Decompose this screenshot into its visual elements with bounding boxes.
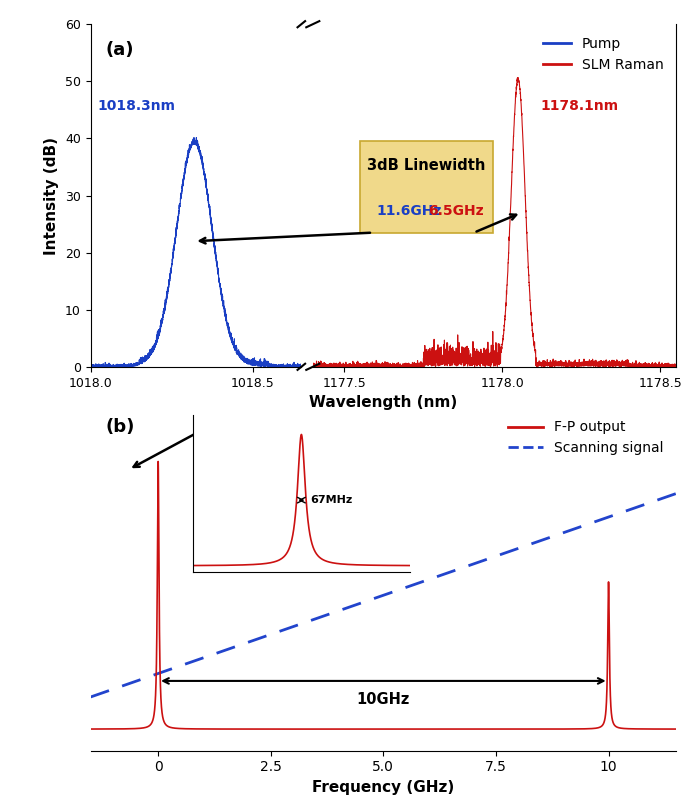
Text: 1178.1nm: 1178.1nm <box>540 99 618 113</box>
Text: 11.6GHz: 11.6GHz <box>376 204 441 219</box>
Text: Wavelength (nm): Wavelength (nm) <box>309 395 457 410</box>
Text: 3dB Linewidth: 3dB Linewidth <box>367 158 486 174</box>
X-axis label: Frequency (GHz): Frequency (GHz) <box>312 780 454 795</box>
Text: 6.5GHz: 6.5GHz <box>428 204 484 219</box>
Legend: F-P output, Scanning signal: F-P output, Scanning signal <box>503 415 669 461</box>
Text: 1018.3nm: 1018.3nm <box>97 99 175 113</box>
Text: (b): (b) <box>105 418 135 437</box>
Bar <box>360 141 493 232</box>
Text: 10GHz: 10GHz <box>357 692 410 707</box>
Legend: Pump, SLM Raman: Pump, SLM Raman <box>537 31 669 77</box>
Y-axis label: Intensity (dB): Intensity (dB) <box>45 136 59 254</box>
Text: (a): (a) <box>105 41 134 60</box>
